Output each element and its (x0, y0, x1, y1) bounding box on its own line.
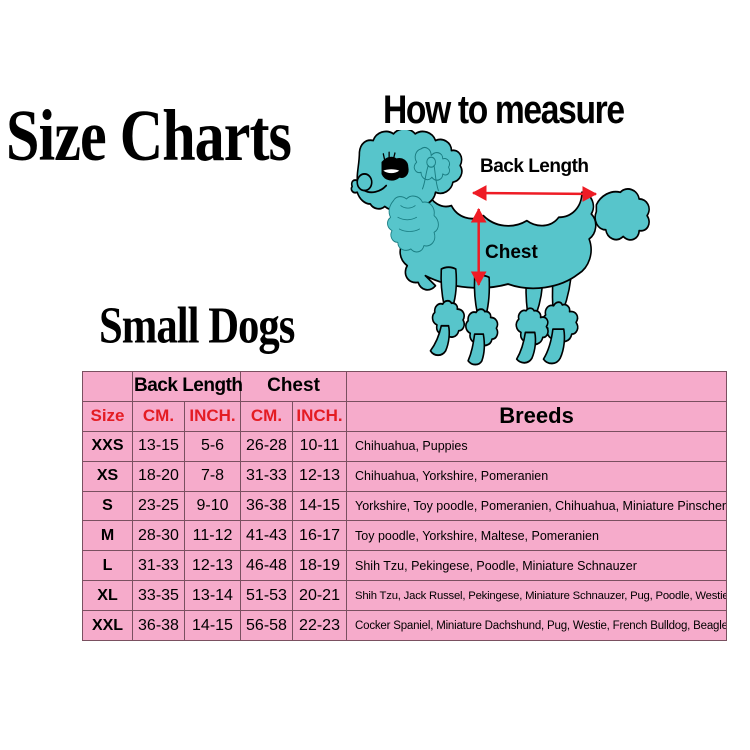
svg-text:Chest: Chest (485, 242, 538, 263)
svg-text:Back Length: Back Length (480, 156, 589, 177)
